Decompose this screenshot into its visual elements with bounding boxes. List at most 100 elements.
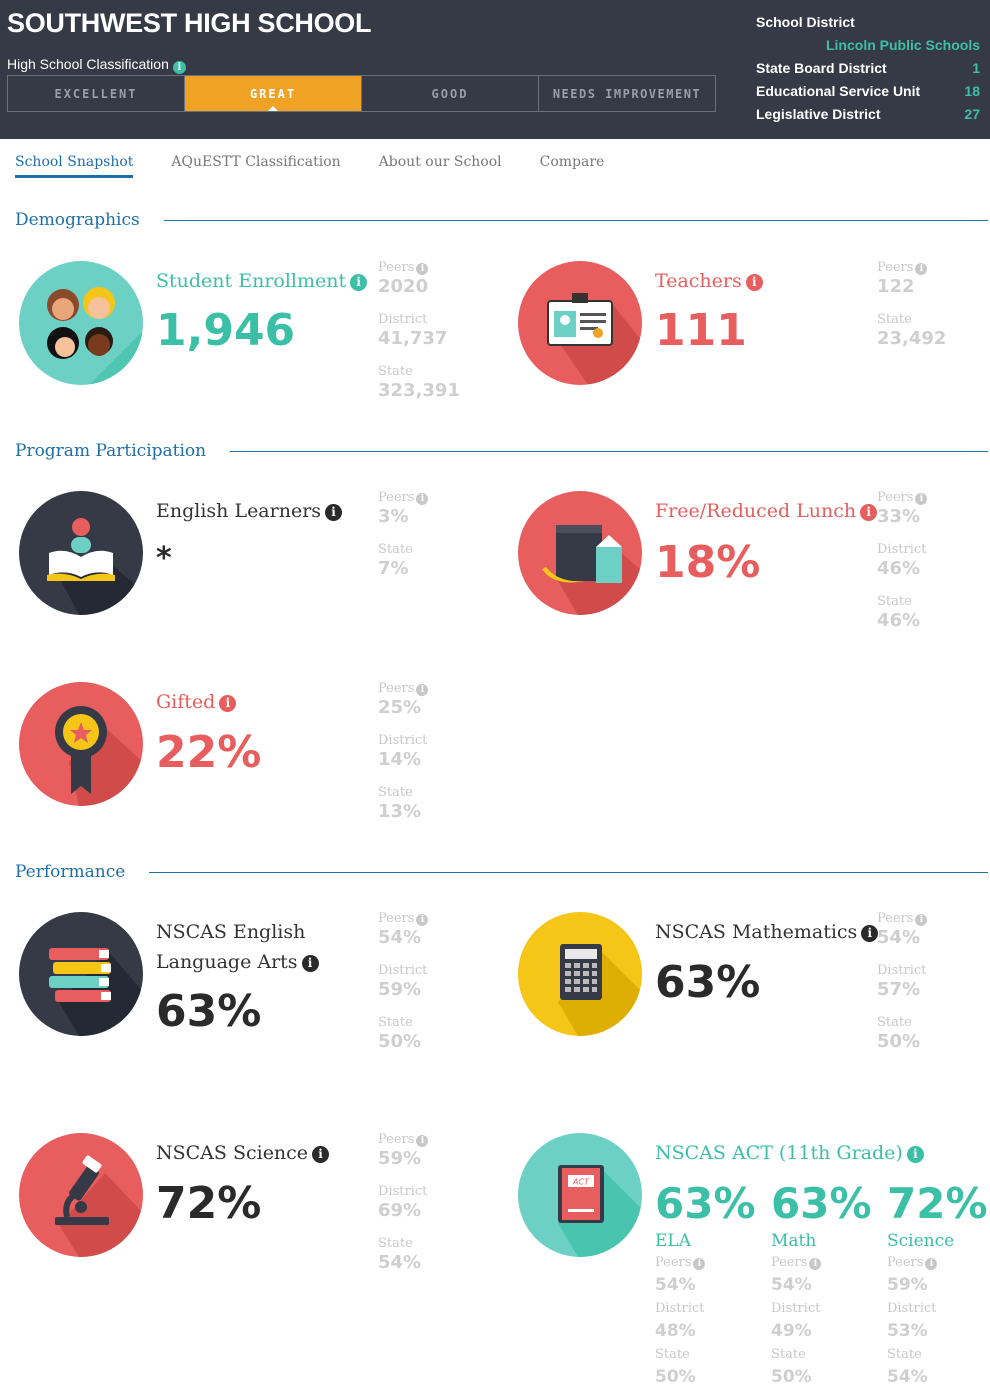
act-columns: 63% ELA Peers i 54% District 48% State 50… xyxy=(655,1178,990,1390)
peers-value: 33% xyxy=(877,506,921,527)
section-performance: Performance xyxy=(15,860,988,884)
info-icon[interactable]: i xyxy=(416,493,429,505)
info-icon[interactable]: i xyxy=(312,1146,330,1163)
state-label: State xyxy=(378,542,413,557)
peers-label-text: Peers xyxy=(771,1255,808,1270)
state-label: State xyxy=(378,364,413,379)
english-learners-title-text: English Learners xyxy=(156,500,322,522)
ela-title: NSCAS English Language Arts i xyxy=(156,917,319,977)
info-icon[interactable]: i xyxy=(925,1258,938,1270)
classification-bar: EXCELLENT GREAT GOOD NEEDS IMPROVEMENT xyxy=(7,75,716,112)
act-science-value: 72% xyxy=(887,1179,988,1228)
lunch-bag-icon xyxy=(518,491,642,615)
gifted-value: 22% xyxy=(156,727,262,778)
act-math-subject: Math xyxy=(771,1231,817,1251)
reading-book-icon xyxy=(19,491,143,615)
act-ela-value: 63% xyxy=(655,1179,756,1228)
peers-label-text: Peers xyxy=(877,911,914,926)
state-label: State xyxy=(887,1347,922,1362)
peers-label: Peers i xyxy=(378,259,488,276)
microscope-icon xyxy=(19,1133,143,1257)
classification-excellent: EXCELLENT xyxy=(8,76,185,111)
state-label: State xyxy=(378,1236,413,1251)
info-icon[interactable]: i xyxy=(416,1135,429,1147)
enrollment-title-text: Student Enrollment xyxy=(156,270,347,292)
tab-aquestt-classification[interactable]: AQuESTT Classification xyxy=(171,154,341,170)
info-icon[interactable]: i xyxy=(416,263,429,275)
state-label: State xyxy=(378,1015,413,1030)
classification-label: High School Classification i xyxy=(7,56,186,74)
gifted-title: Gifted i xyxy=(156,687,237,717)
info-icon[interactable]: i xyxy=(350,274,368,291)
info-icon[interactable]: i xyxy=(860,504,878,521)
info-icon[interactable]: i xyxy=(301,955,319,972)
info-icon[interactable]: i xyxy=(809,1258,822,1270)
ela-value: 63% xyxy=(156,986,262,1037)
district-info: School District Lincoln Public Schools S… xyxy=(756,10,980,125)
state-value: 13% xyxy=(378,801,422,822)
state-label: State xyxy=(877,1015,912,1030)
info-icon[interactable]: i xyxy=(745,274,763,291)
info-icon[interactable]: i xyxy=(915,914,928,926)
ela-comparisons: Peers i 54% District 59% State 50% xyxy=(378,910,488,1066)
tab-bar: School Snapshot AQuESTT Classification A… xyxy=(15,154,642,178)
state-board-value: 1 xyxy=(972,59,980,76)
act-science-subject: Science xyxy=(887,1231,955,1251)
teachers-comparisons: Peers i 122 State 23,492 xyxy=(877,259,987,363)
info-icon[interactable]: i xyxy=(325,504,343,521)
section-divider xyxy=(230,450,988,452)
peers-label: Peers i xyxy=(877,259,987,276)
teachers-value: 111 xyxy=(655,305,747,356)
info-icon[interactable]: i xyxy=(915,493,928,505)
peers-label-text: Peers xyxy=(378,490,415,505)
calculator-icon xyxy=(518,912,642,1036)
school-name: SOUTHWEST HIGH SCHOOL xyxy=(7,8,372,38)
info-icon[interactable]: i xyxy=(906,1146,924,1163)
award-ribbon-icon xyxy=(19,682,143,806)
district-value: 46% xyxy=(877,558,921,579)
info-icon[interactable]: i xyxy=(416,684,429,696)
peers-label-text: Peers xyxy=(378,681,415,696)
esu-row: Educational Service Unit 18 xyxy=(756,79,980,102)
peers-value: 25% xyxy=(378,697,422,718)
tab-about-our-school[interactable]: About our School xyxy=(378,154,502,170)
peers-value: 2020 xyxy=(378,276,429,297)
info-icon[interactable]: i xyxy=(693,1258,706,1270)
info-icon[interactable]: i xyxy=(416,914,429,926)
peers-label: Peers i xyxy=(378,1131,488,1148)
act-title-text: NSCAS ACT (11th Grade) xyxy=(655,1142,903,1164)
state-value: 50% xyxy=(771,1367,812,1387)
act-science-column: 72% Science Peers i 59% District 53% Stat… xyxy=(887,1178,990,1390)
peers-label-text: Peers xyxy=(887,1255,924,1270)
tab-school-snapshot[interactable]: School Snapshot xyxy=(15,154,134,178)
act-icon-label: ACT xyxy=(572,1178,590,1187)
classification-needs-improvement: NEEDS IMPROVEMENT xyxy=(552,86,702,101)
school-district-link[interactable]: Lincoln Public Schools xyxy=(825,36,980,53)
peers-label: Peers i xyxy=(378,489,488,506)
peers-value: 54% xyxy=(771,1275,812,1295)
info-icon[interactable]: i xyxy=(219,695,237,712)
legislative-row: Legislative District 27 xyxy=(756,102,980,125)
gifted-title-text: Gifted xyxy=(156,691,216,713)
district-label: District xyxy=(378,733,428,748)
state-board-row: State Board District 1 xyxy=(756,56,980,79)
peers-label-text: Peers xyxy=(378,911,415,926)
info-icon[interactable]: i xyxy=(172,61,186,74)
district-value: 59% xyxy=(378,979,422,1000)
tab-compare[interactable]: Compare xyxy=(539,154,605,170)
peers-label: Peers i xyxy=(378,910,488,927)
math-comparisons: Peers i 54% District 57% State 50% xyxy=(877,910,987,1066)
info-icon[interactable]: i xyxy=(861,925,879,942)
state-value: 7% xyxy=(378,558,409,579)
act-ela-column: 63% ELA Peers i 54% District 48% State 50… xyxy=(655,1178,771,1390)
state-board-label: State Board District xyxy=(756,59,887,76)
teachers-title-text: Teachers xyxy=(655,270,742,292)
teachers-title: Teachers i xyxy=(655,266,763,296)
math-title: NSCAS Mathematics i xyxy=(655,917,879,947)
district-label: District xyxy=(378,963,428,978)
section-demographics: Demographics xyxy=(15,208,988,232)
info-icon[interactable]: i xyxy=(915,263,928,275)
math-title-text: NSCAS Mathematics xyxy=(655,921,858,943)
act-math-column: 63% Math Peers i 54% District 49% State 5… xyxy=(771,1178,887,1390)
classification-good: GOOD xyxy=(362,76,539,111)
